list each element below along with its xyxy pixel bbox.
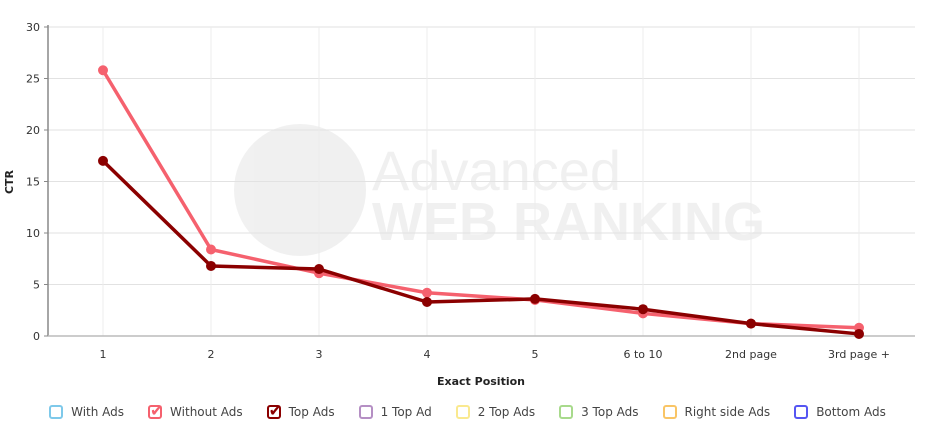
data-point — [854, 328, 864, 339]
x-tick-label: 6 to 10 — [623, 348, 662, 361]
legend-checkbox[interactable] — [49, 405, 64, 419]
data-point — [638, 304, 648, 315]
line-chart: Advanced WEB RANKING 0 5 10 15 20 25 30 1 2 3 4 5 6 … — [3, 21, 915, 388]
legend-label: 1 Top Ad — [380, 405, 432, 419]
data-point — [206, 260, 216, 271]
y-tick-label: 10 — [26, 227, 40, 240]
legend-item-right-side-ads[interactable]: Right side Ads — [662, 405, 771, 419]
legend-checkbox[interactable] — [358, 405, 373, 419]
data-point — [422, 287, 432, 298]
data-point — [422, 297, 432, 308]
y-tick-label: 0 — [33, 330, 40, 343]
check-icon: ✔ — [150, 401, 164, 420]
legend-label: 2 Top Ads — [477, 405, 536, 419]
legend-item-1-top-ad[interactable]: 1 Top Ad — [358, 405, 432, 419]
x-tick-label: 2 — [208, 348, 215, 361]
legend-item-top-ads[interactable]: ✔ Top Ads — [266, 401, 335, 420]
data-point — [746, 318, 756, 329]
legend-checkbox[interactable] — [455, 405, 470, 419]
data-point — [98, 65, 108, 76]
y-tick-label: 20 — [26, 124, 40, 137]
legend-checkbox[interactable] — [662, 405, 677, 419]
legend-label: Without Ads — [170, 405, 243, 419]
svg-text:WEB RANKING: WEB RANKING — [372, 192, 765, 252]
legend-item-bottom-ads[interactable]: Bottom Ads — [794, 405, 886, 419]
legend-checkbox[interactable]: ✔ — [148, 401, 163, 420]
check-icon: ✔ — [268, 401, 283, 420]
x-tick-label: 3rd page + — [828, 348, 890, 361]
data-point — [206, 244, 216, 255]
svg-text:Advanced: Advanced — [372, 139, 621, 202]
x-axis-title: Exact Position — [437, 375, 525, 388]
y-tick-label: 15 — [26, 176, 40, 189]
x-tick-label: 2nd page — [725, 348, 777, 361]
y-axis-title: CTR — [3, 169, 16, 194]
legend-item-with-ads[interactable]: With Ads — [49, 405, 124, 419]
y-tick-label: 5 — [33, 279, 40, 292]
x-tick-label: 1 — [100, 348, 107, 361]
x-tick-label: 3 — [316, 348, 323, 361]
x-tick-label: 4 — [424, 348, 431, 361]
legend-item-2-top-ads[interactable]: 2 Top Ads — [455, 405, 536, 419]
legend-label: Bottom Ads — [816, 405, 886, 419]
legend-item-without-ads[interactable]: ✔ Without Ads — [148, 401, 243, 420]
legend: With Ads ✔ Without Ads ✔ Top Ads 1 Top Ad 2 To… — [0, 401, 935, 420]
data-point — [530, 293, 540, 304]
legend-label: With Ads — [71, 405, 125, 419]
legend-checkbox[interactable] — [794, 405, 809, 419]
legend-label: Right side Ads — [684, 405, 771, 419]
data-point — [98, 155, 108, 166]
series-top-ads — [98, 155, 864, 339]
y-tick-label: 30 — [26, 21, 40, 34]
series-line — [101, 159, 860, 336]
y-tick-label: 25 — [26, 73, 40, 86]
advanced-web-ranking-logo: Advanced WEB RANKING — [234, 124, 765, 256]
legend-checkbox[interactable] — [559, 405, 574, 419]
legend-checkbox[interactable]: ✔ — [266, 401, 282, 420]
legend-label: 3 Top Ads — [581, 405, 639, 419]
legend-label: Top Ads — [288, 405, 335, 419]
legend-item-3-top-ads[interactable]: 3 Top Ads — [559, 405, 639, 419]
x-tick-label: 5 — [532, 348, 539, 361]
data-point — [314, 264, 324, 275]
